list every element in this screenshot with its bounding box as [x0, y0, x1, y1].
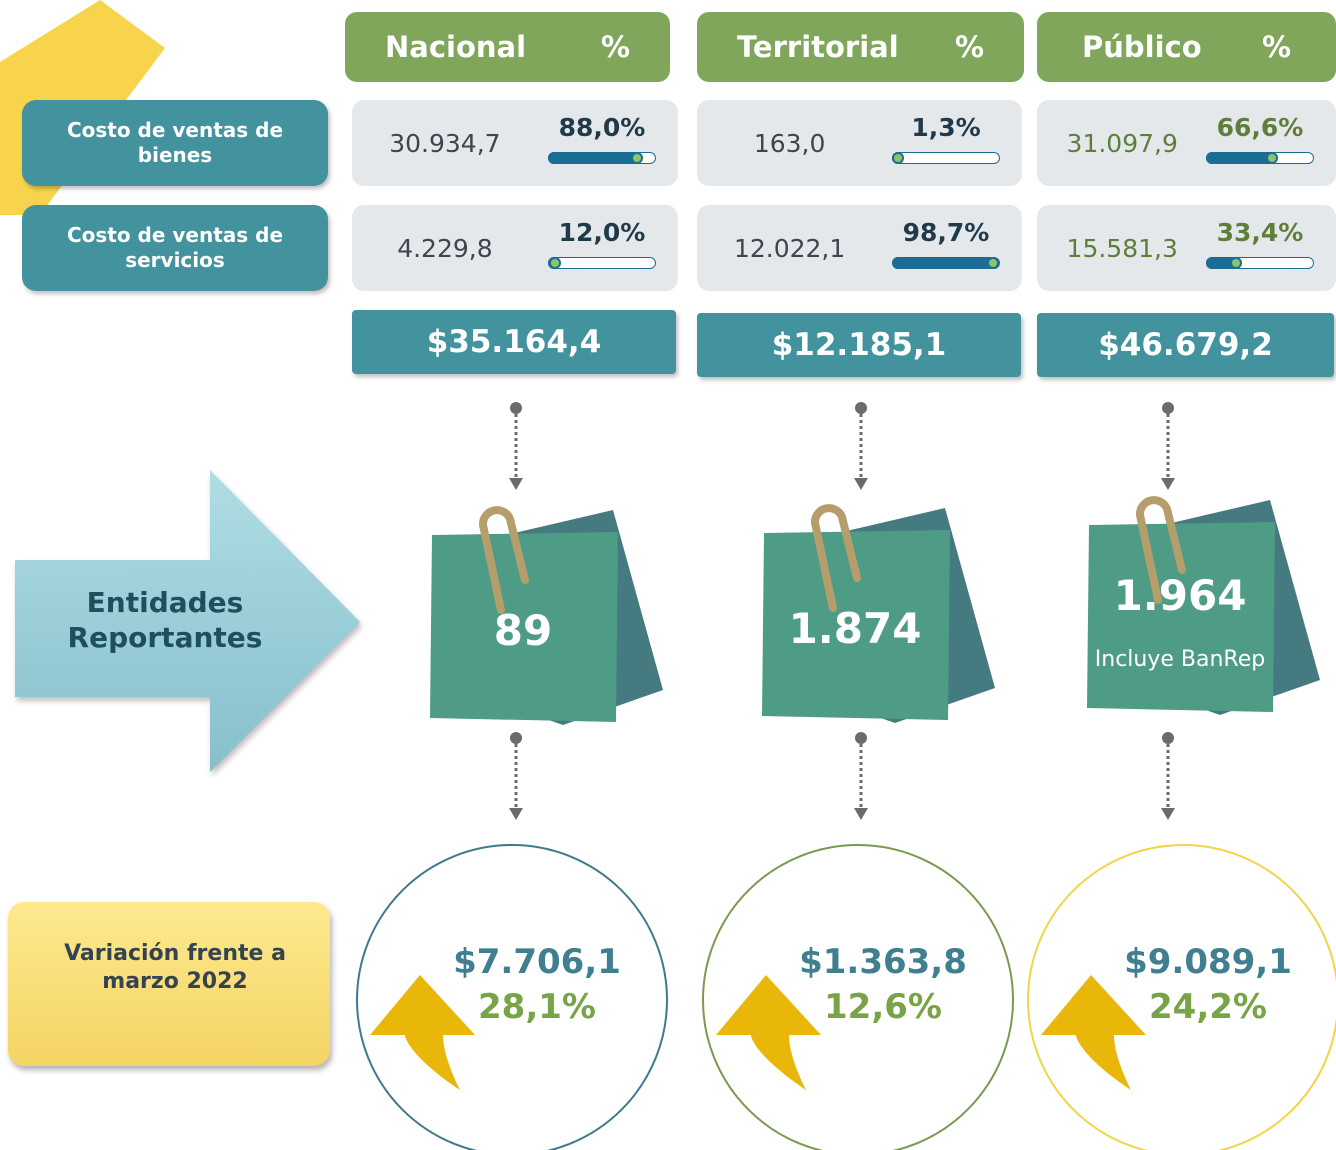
row-cell: [697, 205, 1022, 291]
share-label: 88,0%: [558, 112, 646, 142]
amount: 163,0: [753, 128, 826, 158]
connector-dot: [1162, 402, 1174, 414]
paperclip: [1136, 496, 1186, 604]
column-name: Público: [1082, 30, 1202, 64]
share-label: 98,7%: [902, 217, 990, 247]
total: $35.164,4: [352, 310, 676, 374]
connector-dot: [1162, 732, 1174, 744]
entities-count: 89: [493, 605, 553, 655]
pct-header: %: [600, 30, 630, 64]
note-front: [762, 530, 950, 720]
row-label: Costo de ventas de servicios: [22, 205, 328, 291]
variation-percent: 12,6%: [824, 987, 942, 1027]
connector-dot: [510, 402, 522, 414]
share-track: [892, 152, 1000, 164]
share-dot: [894, 154, 902, 162]
column-name: Nacional: [385, 30, 527, 64]
paperclip: [479, 506, 529, 614]
share-track: [548, 257, 656, 269]
column-header: Nacional%: [345, 12, 670, 82]
variation-percent: 24,2%: [1149, 987, 1267, 1027]
variation-circle: [702, 844, 1014, 1150]
connector-dot: [855, 732, 867, 744]
share-dot: [988, 259, 997, 267]
variation-arrow: [370, 975, 475, 1090]
column-name: Territorial: [737, 30, 899, 64]
connector-head: [1161, 808, 1175, 820]
entities-note: Incluye BanRep: [1094, 647, 1266, 672]
variation-circle: [356, 844, 668, 1150]
share-label: 33,4%: [1216, 217, 1304, 247]
column-header: Territorial%: [697, 12, 1024, 82]
variation-amount: $7.706,1: [453, 942, 621, 982]
share-dot: [1232, 259, 1241, 267]
connector-head: [509, 478, 523, 490]
row-cell: [352, 205, 678, 291]
connector-head: [1161, 478, 1175, 490]
entities-arrow: [15, 470, 360, 772]
share-dot: [633, 154, 642, 162]
pct-header: %: [1261, 30, 1291, 64]
variation-arrow: [1041, 975, 1146, 1090]
share-label: 66,6%: [1216, 112, 1304, 142]
entities-count: 1.964: [1113, 570, 1247, 620]
variation-arrow: [716, 975, 821, 1090]
amount: 30.934,7: [389, 128, 501, 158]
amount: 12.022,1: [733, 233, 846, 263]
share-bar: [892, 257, 999, 269]
row-label: Costo de ventas de bienes: [22, 100, 328, 186]
column-header: Público%: [1037, 12, 1336, 82]
variation-amount: $1.363,8: [799, 942, 967, 982]
variation-circle: [1027, 844, 1336, 1150]
row-cell: [697, 100, 1022, 186]
variation-box: [8, 902, 330, 1066]
connector-dot: [510, 732, 522, 744]
share-label: 12,0%: [558, 217, 646, 247]
variation-label: Variación frente a marzo 2022: [64, 941, 286, 994]
note-front: [1087, 522, 1275, 712]
row-cell: [1037, 100, 1336, 186]
amount: 31.097,9: [1066, 128, 1178, 158]
paperclip: [811, 504, 861, 612]
connector-dot: [855, 402, 867, 414]
share-dot: [550, 259, 559, 267]
total: $12.185,1: [697, 313, 1021, 377]
share-dot: [1267, 154, 1276, 162]
connector-head: [854, 478, 868, 490]
share-bar: [548, 152, 644, 164]
variation-amount: $9.089,1: [1124, 942, 1292, 982]
entities-count: 1.874: [788, 603, 922, 653]
share-label: 1,3%: [911, 112, 981, 142]
share-bar: [1206, 152, 1278, 164]
connector-head: [854, 808, 868, 820]
variation-percent: 28,1%: [478, 987, 596, 1027]
amount: 4.229,8: [397, 233, 493, 263]
note-front: [430, 532, 618, 722]
row-cell: [352, 100, 678, 186]
pct-header: %: [954, 30, 984, 64]
entities-label: Entidades Reportantes: [67, 586, 263, 654]
amount: 15.581,3: [1066, 233, 1178, 263]
connector-head: [509, 808, 523, 820]
row-cell: [1037, 205, 1336, 291]
total: $46.679,2: [1037, 313, 1334, 377]
